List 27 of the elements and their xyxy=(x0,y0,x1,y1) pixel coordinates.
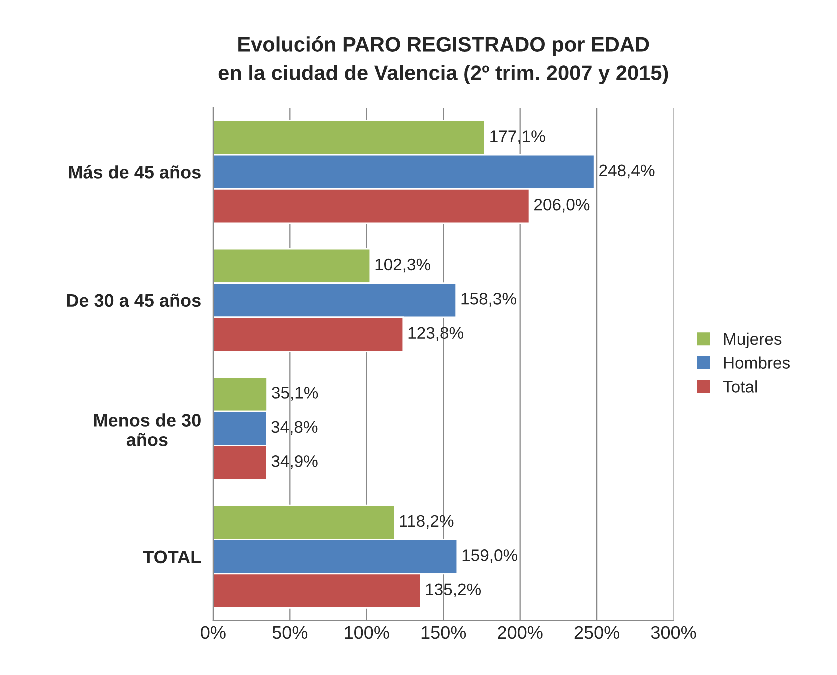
y-tick-label: TOTAL xyxy=(143,550,202,564)
data-label: 35,1% xyxy=(272,387,318,401)
y-tick-label: Menos de 30 años xyxy=(94,414,201,446)
x-tick-label: 150% xyxy=(422,626,466,640)
data-label: 123,8% xyxy=(408,327,464,342)
y-tick-label: Más de 45 años xyxy=(69,165,201,179)
legend-label: Mujeres xyxy=(724,332,782,348)
x-tick-label: 200% xyxy=(498,626,543,640)
data-label: 34,9% xyxy=(272,455,318,470)
y-tick-label: De 30 a 45 años xyxy=(67,294,201,308)
data-label: 177,1% xyxy=(490,130,546,144)
x-tick-label: 300% xyxy=(651,626,696,640)
legend-label: Hombres xyxy=(724,356,790,369)
data-label: 118,2% xyxy=(400,515,454,530)
x-tick-label: 0% xyxy=(201,626,226,640)
x-tick-label: 50% xyxy=(272,626,308,640)
chart-title: Evolución PARO REGISTRADO por EDAD en la ciudad de Valencia (2º trim. 2007 y 2015) xyxy=(218,36,668,85)
x-tick-label: 250% xyxy=(574,626,620,640)
data-label: 135,2% xyxy=(426,584,481,598)
data-label: 158,3% xyxy=(462,293,516,307)
data-label: 102,3% xyxy=(376,258,431,273)
data-label: 159,0% xyxy=(462,550,518,564)
data-label: 248,4% xyxy=(600,164,655,179)
legend-label: Total xyxy=(723,380,758,393)
x-tick-label: 100% xyxy=(345,626,390,640)
data-label: 34,8% xyxy=(272,421,318,436)
data-label: 206,0% xyxy=(534,198,590,213)
